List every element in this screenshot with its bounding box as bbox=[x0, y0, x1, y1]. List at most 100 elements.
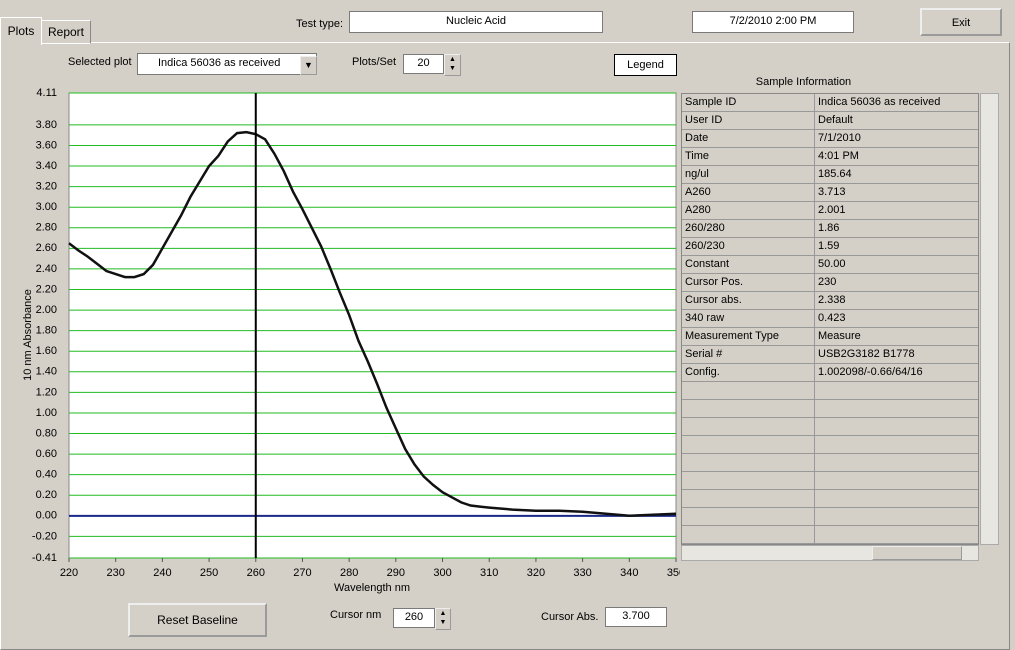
y-tick-label: 3.80 bbox=[36, 119, 57, 131]
x-tick-label: 350 bbox=[667, 567, 680, 579]
table-cell: 4:01 PM bbox=[818, 150, 859, 162]
table-row: Date 7/1/2010 bbox=[682, 130, 978, 148]
dropdown-arrow[interactable]: ▼ bbox=[300, 56, 317, 75]
plots-per-set-field[interactable]: 20 bbox=[403, 54, 444, 74]
table-cell: Indica 56036 as received bbox=[818, 96, 941, 108]
table-cell bbox=[682, 382, 815, 399]
table-row bbox=[682, 454, 978, 472]
y-tick-label: 2.60 bbox=[36, 242, 57, 254]
x-tick-label: 240 bbox=[153, 567, 171, 579]
table-title: Sample Information bbox=[755, 76, 852, 88]
table-cell: 50.00 bbox=[818, 258, 846, 270]
tab[interactable]: Plots bbox=[0, 17, 42, 45]
label: Selected plot bbox=[68, 56, 132, 68]
tab[interactable]: Report bbox=[41, 20, 91, 44]
table-cell: User ID bbox=[682, 112, 815, 129]
y-tick-label: 3.20 bbox=[36, 181, 57, 193]
table-cell: Time bbox=[682, 148, 815, 165]
table-cell: Constant bbox=[682, 256, 815, 273]
table-row: Cursor Pos. 230 bbox=[682, 274, 978, 292]
y-tick-label: 1.40 bbox=[36, 366, 57, 378]
x-tick-label: 250 bbox=[200, 567, 218, 579]
y-tick-label: 4.11 bbox=[36, 87, 57, 99]
table-row: ng/ul 185.64 bbox=[682, 166, 978, 184]
table-cell bbox=[682, 472, 815, 489]
x-tick-label: 300 bbox=[433, 567, 451, 579]
y-tick-label: 2.40 bbox=[36, 263, 57, 275]
y-tick-label: 0.40 bbox=[36, 469, 57, 481]
y-tick-label: 0.00 bbox=[36, 510, 57, 522]
table-row: 340 raw 0.423 bbox=[682, 310, 978, 328]
table-row: A260 3.713 bbox=[682, 184, 978, 202]
x-tick-label: 270 bbox=[293, 567, 311, 579]
table-cell: 1.59 bbox=[818, 240, 840, 252]
table-row: 260/230 1.59 bbox=[682, 238, 978, 256]
y-tick-label: 2.80 bbox=[36, 222, 57, 234]
legend-button[interactable]: Legend bbox=[614, 54, 677, 76]
y-tick-label: 2.00 bbox=[36, 304, 57, 316]
spinner[interactable]: ▲ ▼ bbox=[444, 54, 461, 76]
spinner[interactable]: ▲ ▼ bbox=[435, 608, 451, 630]
table-cell bbox=[815, 490, 818, 507]
y-tick-label: 1.80 bbox=[36, 325, 57, 337]
table-cell bbox=[682, 436, 815, 453]
table-cell: A260 bbox=[682, 184, 815, 201]
y-axis-label: 10 nm Absorbance bbox=[22, 289, 34, 381]
table-cell bbox=[815, 508, 818, 525]
x-axis-label: Wavelength nm bbox=[334, 582, 410, 594]
table-row bbox=[682, 400, 978, 418]
cursor-nm-field[interactable]: 260 bbox=[393, 608, 435, 628]
table-cell: 1.002098/-0.66/64/16 bbox=[818, 366, 923, 378]
table-row: User ID Default bbox=[682, 112, 978, 130]
y-tick-label: 3.40 bbox=[36, 160, 57, 172]
h-scrollbar[interactable] bbox=[681, 545, 979, 561]
table-cell: Date bbox=[682, 130, 815, 147]
table-cell bbox=[682, 454, 815, 471]
table-cell bbox=[682, 490, 815, 507]
table-cell bbox=[682, 526, 815, 543]
table-cell: 7/1/2010 bbox=[818, 132, 861, 144]
table-row bbox=[682, 436, 978, 454]
table-cell: Default bbox=[818, 114, 853, 126]
table-cell: Cursor abs. bbox=[682, 292, 815, 309]
table-row: Measurement Type Measure bbox=[682, 328, 978, 346]
label: Plots/Set bbox=[352, 56, 397, 68]
y-tick-label: 0.60 bbox=[36, 448, 57, 460]
spectrum-line bbox=[68, 130, 677, 518]
y-tick-label: 1.00 bbox=[36, 407, 57, 419]
table-row: Cursor abs. 2.338 bbox=[682, 292, 978, 310]
table-cell: Config. bbox=[682, 364, 815, 381]
y-tick-label: 0.80 bbox=[36, 427, 57, 439]
table-cell bbox=[815, 418, 818, 435]
table-row: Constant 50.00 bbox=[682, 256, 978, 274]
table-cell: 260/230 bbox=[682, 238, 815, 255]
reset-baseline-button[interactable]: Reset Baseline bbox=[128, 603, 267, 637]
table-cell: Measure bbox=[818, 330, 861, 342]
table-cell bbox=[815, 436, 818, 453]
chart: 10 nm Absorbance Wavelength nm -0.41 -0.2… bbox=[22, 87, 680, 594]
test-type-field: Nucleic Acid bbox=[349, 11, 603, 33]
table-cell bbox=[815, 472, 818, 489]
x-tick-label: 320 bbox=[527, 567, 545, 579]
v-scrollbar[interactable] bbox=[980, 93, 999, 545]
x-tick-label: 290 bbox=[387, 567, 405, 579]
y-tick-label: 0.20 bbox=[36, 489, 57, 501]
table-cell bbox=[682, 418, 815, 435]
table-cell: 2.001 bbox=[818, 204, 846, 216]
table-row bbox=[682, 490, 978, 508]
x-tick-label: 340 bbox=[620, 567, 638, 579]
x-tick-label: 220 bbox=[60, 567, 78, 579]
table-cell: 230 bbox=[818, 276, 837, 288]
plot-select[interactable]: Indica 56036 as received bbox=[137, 53, 317, 75]
table-cell bbox=[815, 400, 818, 417]
exit-button[interactable]: Exit bbox=[920, 8, 1002, 36]
table-cell: A280 bbox=[682, 202, 815, 219]
cursor-abs-field: 3.700 bbox=[605, 607, 667, 627]
table-cell: Serial # bbox=[682, 346, 815, 363]
y-tick-label: 1.20 bbox=[36, 386, 57, 398]
table-row: Config. 1.002098/-0.66/64/16 bbox=[682, 364, 978, 382]
table-cell bbox=[682, 400, 815, 417]
table-row bbox=[682, 382, 978, 400]
table-row bbox=[682, 418, 978, 436]
